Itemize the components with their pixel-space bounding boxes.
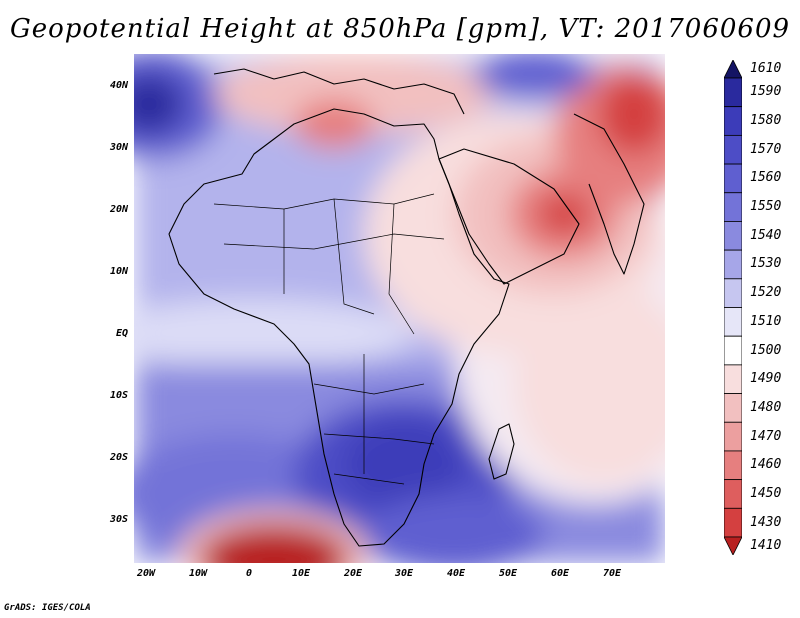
map-title: Geopotential Height at 850hPa [gpm], VT:… bbox=[9, 14, 791, 44]
colorbar-swatch bbox=[724, 307, 742, 337]
lat-label-eq: EQ bbox=[115, 328, 128, 339]
colorbar-swatch bbox=[724, 450, 742, 481]
colorbar-swatch bbox=[724, 134, 742, 165]
lat-label-20n: 20N bbox=[109, 204, 128, 215]
colorbar-swatch bbox=[724, 221, 742, 251]
colorbar-label: 1610 bbox=[750, 61, 782, 76]
colorbar-label: 1460 bbox=[750, 457, 782, 473]
lon-label-30e: 30E bbox=[394, 568, 414, 579]
colorbar-label: 1550 bbox=[750, 199, 782, 215]
lat-label-30s: 30S bbox=[109, 514, 128, 525]
lat-label-10n: 10N bbox=[109, 266, 128, 277]
colorbar-swatch bbox=[724, 278, 742, 308]
lon-label-40e: 40E bbox=[446, 568, 466, 579]
colorbar-swatch bbox=[724, 507, 742, 538]
colorbar-label: 1510 bbox=[750, 313, 782, 329]
colorbar-swatch bbox=[724, 163, 742, 194]
lat-label-10s: 10S bbox=[109, 390, 128, 401]
colorbar-label: 1490 bbox=[750, 371, 782, 387]
colorbar-label: 1520 bbox=[750, 285, 782, 301]
lon-label-20e: 20E bbox=[343, 568, 363, 579]
colorbar-swatch bbox=[724, 536, 742, 555]
colorbar bbox=[724, 60, 742, 555]
geopotential-map bbox=[134, 54, 665, 563]
colorbar-swatch bbox=[724, 335, 742, 366]
colorbar-label: 1570 bbox=[750, 141, 782, 157]
colorbar-swatch bbox=[724, 364, 742, 394]
lon-label-10e: 10E bbox=[291, 568, 311, 579]
colorbar-label: 1410 bbox=[750, 538, 782, 553]
colorbar-swatch bbox=[724, 421, 742, 452]
colorbar-swatch bbox=[724, 479, 742, 509]
colorbar-swatch bbox=[724, 192, 742, 222]
colorbar-swatch bbox=[724, 249, 742, 280]
colorbar-label: 1560 bbox=[750, 170, 782, 186]
colorbar-label: 1590 bbox=[750, 84, 782, 100]
lon-label-70e: 70E bbox=[602, 568, 622, 579]
lat-label-30n: 30N bbox=[109, 142, 128, 153]
colorbar-swatch bbox=[724, 106, 742, 136]
lat-label-20s: 20S bbox=[109, 452, 128, 463]
lon-label-50e: 50E bbox=[498, 568, 518, 579]
colorbar-label: 1580 bbox=[750, 113, 782, 129]
colorbar-label: 1500 bbox=[750, 342, 782, 358]
lon-label-0: 0 bbox=[245, 568, 253, 579]
colorbar-label: 1530 bbox=[750, 256, 782, 272]
lon-label-20w: 20W bbox=[136, 568, 156, 579]
colorbar-label: 1470 bbox=[750, 428, 782, 444]
colorbar-swatch bbox=[724, 393, 742, 423]
colorbar-label: 1430 bbox=[750, 514, 782, 530]
colorbar-label: 1480 bbox=[750, 399, 782, 415]
footer-credit: GrADS: IGES/COLA bbox=[4, 603, 91, 613]
colorbar-swatch bbox=[724, 60, 742, 79]
lon-label-60e: 60E bbox=[550, 568, 570, 579]
lon-label-10w: 10W bbox=[188, 568, 208, 579]
colorbar-label: 1540 bbox=[750, 227, 782, 243]
colorbar-label: 1450 bbox=[750, 485, 782, 501]
colorbar-swatch bbox=[724, 77, 742, 108]
lat-label-40n: 40N bbox=[109, 80, 128, 91]
